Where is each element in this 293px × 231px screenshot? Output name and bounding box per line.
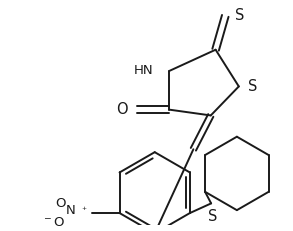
Text: O: O: [55, 197, 65, 210]
Text: S: S: [248, 79, 258, 94]
Text: S: S: [208, 210, 218, 225]
Text: $^+$: $^+$: [80, 205, 88, 214]
Text: HN: HN: [134, 64, 154, 77]
Text: $^-$O: $^-$O: [42, 216, 65, 229]
Text: N: N: [65, 204, 75, 217]
Text: S: S: [235, 8, 244, 23]
Text: O: O: [116, 102, 128, 117]
